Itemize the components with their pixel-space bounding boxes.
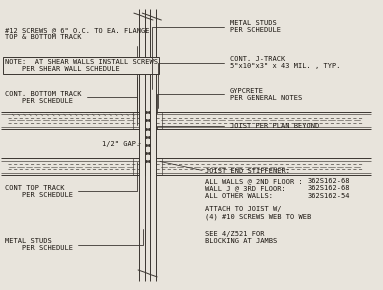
Text: CONT. J-TRACK
5"x10"x3" x 43 MIL. , TYP.: CONT. J-TRACK 5"x10"x3" x 43 MIL. , TYP. <box>158 56 340 108</box>
Text: 362S162-68: 362S162-68 <box>308 185 350 191</box>
Bar <box>133 158 139 175</box>
Bar <box>156 112 162 129</box>
Text: WALL J @ 3RD FLOOR:: WALL J @ 3RD FLOOR: <box>205 185 286 191</box>
Bar <box>139 112 156 129</box>
Text: JOIST END STIFFENER:: JOIST END STIFFENER: <box>205 168 290 174</box>
Text: GYPCRETE
PER GENERAL NOTES: GYPCRETE PER GENERAL NOTES <box>157 88 302 113</box>
Text: ALL WALLS @ 2ND FLOOR :: ALL WALLS @ 2ND FLOOR : <box>205 178 303 184</box>
Text: METAL STUDS
    PER SCHEDULE: METAL STUDS PER SCHEDULE <box>5 229 143 251</box>
Text: METAL STUDS
PER SCHEDULE: METAL STUDS PER SCHEDULE <box>152 20 281 89</box>
Bar <box>156 158 162 175</box>
Bar <box>139 158 156 175</box>
Text: 362S162-54: 362S162-54 <box>308 193 350 199</box>
Text: #12 SCREWS @ 6" O.C. TO EA. FLANGE
TOP & BOTTOM TRACK: #12 SCREWS @ 6" O.C. TO EA. FLANGE TOP &… <box>5 27 149 102</box>
Text: SEE 4/Z521 FOR
BLOCKING AT JAMBS: SEE 4/Z521 FOR BLOCKING AT JAMBS <box>205 231 277 244</box>
Text: 1/2" GAP.: 1/2" GAP. <box>102 141 140 146</box>
Text: 362S162-68: 362S162-68 <box>308 178 350 184</box>
Text: CONT. BOTTOM TRACK
    PER SCHEDULE: CONT. BOTTOM TRACK PER SCHEDULE <box>5 91 137 125</box>
Bar <box>133 112 139 129</box>
Text: NOTE:  AT SHEAR WALLS INSTALL SCREWS
    PER SHEAR WALL SCHEDULE: NOTE: AT SHEAR WALLS INSTALL SCREWS PER … <box>5 59 157 112</box>
Text: ALL OTHER WALLS:: ALL OTHER WALLS: <box>205 193 273 199</box>
Text: CONT TOP TRACK
    PER SCHEDULE: CONT TOP TRACK PER SCHEDULE <box>5 162 137 198</box>
Text: JOIST PER PLAN BEYOND: JOIST PER PLAN BEYOND <box>157 123 319 129</box>
Text: ATTACH TO JOIST W/
(4) #10 SCREWS WEB TO WEB: ATTACH TO JOIST W/ (4) #10 SCREWS WEB TO… <box>205 206 311 220</box>
